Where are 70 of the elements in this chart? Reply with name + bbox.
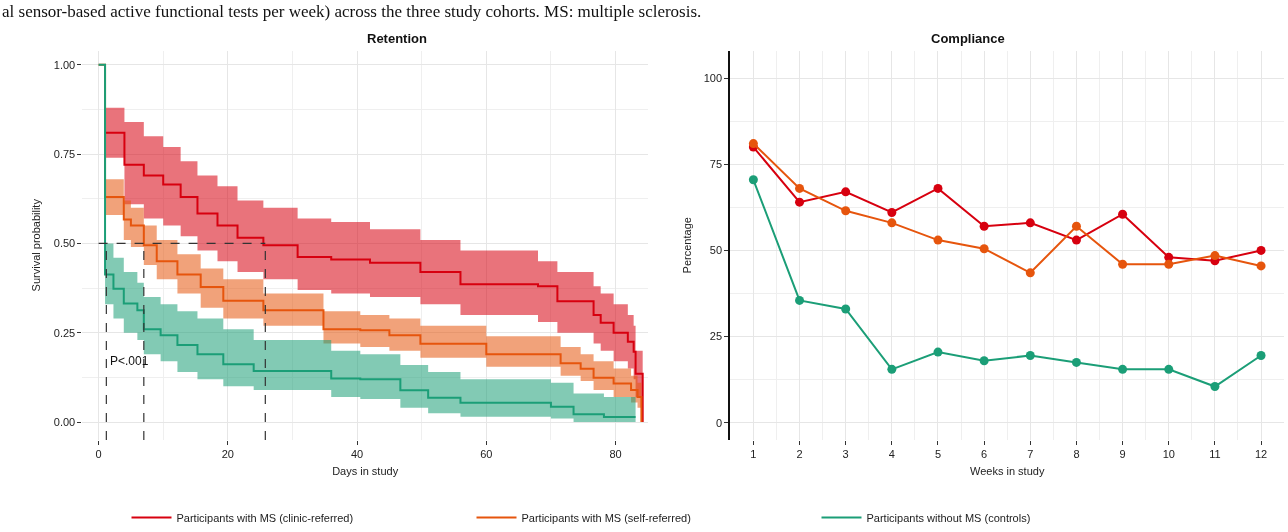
point — [1071, 357, 1081, 367]
x-tick-label: 3 — [842, 448, 849, 461]
point — [1071, 235, 1081, 245]
point — [841, 206, 851, 216]
x-tick-label: 12 — [1254, 448, 1268, 461]
point — [1164, 364, 1174, 374]
x-tick-label: 9 — [1119, 448, 1126, 461]
point — [933, 183, 943, 193]
x-tick-label: 20 — [221, 448, 234, 461]
point — [1210, 382, 1220, 392]
point — [887, 364, 897, 374]
x-tick-label: 4 — [888, 448, 895, 461]
point — [748, 175, 758, 185]
y-tick-label: 1.00 — [53, 58, 76, 71]
point — [841, 187, 851, 197]
x-tick-label: 8 — [1073, 448, 1080, 461]
point — [1256, 245, 1266, 255]
point — [979, 244, 989, 254]
point — [1256, 261, 1266, 271]
point — [1118, 259, 1128, 269]
y-axis-title: Percentage — [680, 217, 693, 274]
point — [1025, 351, 1035, 361]
point — [1118, 209, 1128, 219]
y-tick-label: 75 — [709, 158, 723, 171]
x-tick-label: 6 — [981, 448, 988, 461]
point — [887, 218, 897, 228]
y-tick-label: 50 — [709, 244, 723, 257]
point — [795, 183, 805, 193]
point — [1164, 259, 1174, 269]
point — [841, 304, 851, 314]
point — [1210, 251, 1220, 261]
x-tick-label: 60 — [480, 448, 493, 461]
point — [795, 197, 805, 207]
x-axis-title: Weeks in study — [970, 465, 1045, 478]
x-tick-label: 80 — [609, 448, 622, 461]
text: al sensor-based active functional tests per week) across the three study cohorts. MS: multiple sclerosis. — [2, 2, 702, 21]
legend-label: Participants with MS (clinic-referred) — [176, 511, 354, 524]
y-tick-label: 0.25 — [53, 326, 76, 339]
y-axis-title: Survival probability — [30, 198, 43, 292]
x-tick-label: 2 — [796, 448, 803, 461]
x-axis-title: Days in study — [332, 465, 399, 478]
point — [933, 235, 943, 245]
y-tick-label: 100 — [703, 71, 723, 84]
x-tick-label: 7 — [1027, 448, 1034, 461]
x-tick-label: 40 — [350, 448, 364, 461]
point — [1025, 268, 1035, 278]
point — [979, 356, 989, 366]
x-tick-label: 5 — [934, 448, 942, 461]
point — [795, 295, 805, 305]
chart-title: Retention — [367, 31, 427, 46]
annotation: P<.001 — [110, 354, 149, 368]
chart-title: Compliance — [931, 31, 1005, 46]
y-tick-label: 0.50 — [53, 237, 76, 250]
point — [1256, 351, 1266, 361]
y-tick-label: 0.75 — [53, 148, 76, 160]
x-tick-label: 11 — [1209, 448, 1221, 461]
y-tick-label: 25 — [709, 330, 723, 343]
point — [1025, 218, 1035, 228]
point — [979, 221, 989, 231]
point — [933, 347, 943, 357]
x-tick-label: 10 — [1162, 448, 1175, 461]
point — [1071, 221, 1081, 231]
point — [887, 208, 897, 218]
point — [1118, 364, 1128, 374]
y-tick-label: 0 — [715, 416, 723, 429]
x-tick-label: 1 — [750, 448, 757, 461]
y-tick-label: 0.00 — [53, 415, 76, 428]
x-tick-label: 0 — [95, 448, 102, 461]
legend-label: Participants without MS (controls) — [866, 511, 1031, 524]
legend-label: Participants with MS (self-referred) — [521, 511, 691, 524]
